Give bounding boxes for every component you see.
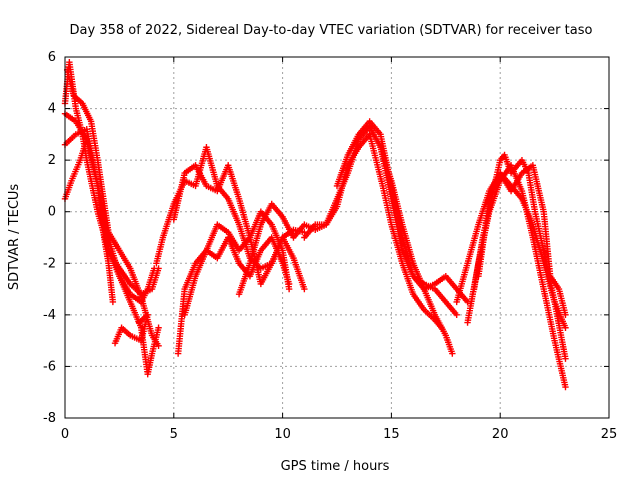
y-axis-label: SDTVAR / TECUs — [7, 184, 22, 291]
plus-markers — [475, 162, 569, 319]
plus-markers — [111, 311, 151, 347]
plus-markers — [61, 126, 162, 378]
series-track-h — [174, 234, 293, 357]
x-axis-label: GPS time / hours — [281, 459, 390, 474]
x-tick-label: 0 — [61, 427, 69, 442]
y-tick-label: 6 — [48, 50, 56, 65]
plus-markers — [377, 144, 456, 357]
plus-markers — [301, 131, 445, 331]
plus-markers — [174, 234, 293, 357]
plot-frame — [64, 56, 610, 419]
plus-markers — [181, 208, 293, 319]
series-track-f — [61, 126, 162, 378]
axis-ticks: 0 5 10 15 20 25 -8 -6 -4 -2 0 2 4 6 — [43, 50, 617, 442]
x-tick-label: 5 — [170, 427, 178, 442]
series-track-m — [333, 118, 471, 306]
y-tick-label: 2 — [48, 153, 56, 168]
y-tick-label: -4 — [43, 308, 56, 323]
data-series — [61, 58, 569, 391]
series-track-r — [475, 162, 569, 319]
y-tick-label: 0 — [48, 205, 56, 220]
x-tick-label: 10 — [274, 427, 291, 442]
x-tick-label: 25 — [601, 427, 618, 442]
y-tick-label: -2 — [43, 256, 56, 271]
series-track-l — [301, 131, 445, 331]
series-line — [303, 133, 443, 329]
x-tick-label: 20 — [492, 427, 509, 442]
y-tick-label: -6 — [43, 359, 56, 374]
x-tick-label: 15 — [383, 427, 400, 442]
y-tick-label: 4 — [48, 102, 56, 117]
series-track-e — [111, 311, 151, 347]
series-track-j — [181, 208, 293, 319]
chart-title: Day 358 of 2022, Sidereal Day-to-day VTE… — [70, 23, 593, 38]
series-line — [455, 172, 567, 329]
series-track-n — [377, 144, 456, 357]
y-tick-label: -8 — [43, 411, 56, 426]
